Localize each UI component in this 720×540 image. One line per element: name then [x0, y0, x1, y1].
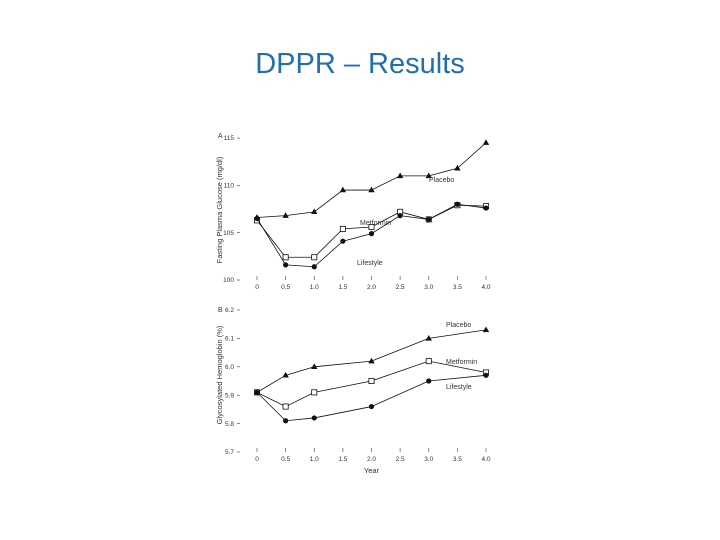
x-tick-label: 4.0	[481, 284, 490, 291]
y-tick-label: 6.0	[225, 364, 234, 371]
series-label-lifestyle: Lifestyle	[446, 384, 472, 391]
x-tick-label: 1.0	[310, 284, 319, 291]
data-point-placebo	[368, 186, 375, 193]
y-tick-label: 115	[224, 135, 235, 142]
x-tick-label: 1.5	[338, 456, 347, 463]
data-point-placebo	[482, 326, 490, 333]
x-tick-label: 2.0	[367, 456, 376, 463]
panel-label: A	[218, 133, 223, 140]
data-point-lifestyle	[426, 216, 432, 223]
data-point-metformin	[368, 223, 375, 230]
data-point-lifestyle	[254, 389, 260, 395]
y-tick-label: 5.9	[225, 392, 234, 399]
data-point-metformin	[368, 377, 375, 384]
y-tick-label: 110	[224, 183, 235, 190]
x-tick-label: 2.0	[367, 284, 376, 291]
series-label-metformin: Metformin	[360, 220, 391, 227]
data-point-lifestyle	[368, 403, 375, 410]
data-point-metformin	[282, 403, 289, 410]
series-line-placebo	[256, 329, 487, 393]
panel-label: B	[218, 307, 223, 314]
x-tick-label: 1.0	[310, 456, 319, 463]
series-label-metformin: Metformin	[446, 359, 477, 366]
data-point-placebo	[396, 172, 404, 179]
data-point-placebo	[339, 186, 347, 193]
data-point-metformin	[282, 254, 289, 261]
series-label-placebo: Placebo	[446, 322, 471, 329]
data-point-lifestyle	[483, 372, 489, 378]
data-point-placebo	[282, 212, 289, 218]
data-point-placebo	[425, 172, 432, 179]
series-line-metformin	[256, 360, 487, 408]
y-axis-label: Fasting Plasma Glucose (mg/dl)	[215, 156, 224, 263]
data-point-placebo	[311, 208, 318, 215]
x-tick-label: 4.0	[481, 456, 490, 463]
data-point-lifestyle	[454, 201, 460, 207]
panel-a-chart: A Fasting Plasma Glucose (mg/dl) 100 105 110…	[215, 133, 491, 291]
x-tick-label: 2.5	[396, 456, 405, 463]
x-tick-label: 1.5	[338, 284, 347, 291]
y-axis-label: Glycosylated Hemoglobin (%)	[215, 325, 224, 424]
data-point-lifestyle	[254, 215, 260, 222]
x-tick-label: 0.5	[281, 284, 290, 291]
series-label-placebo: Placebo	[429, 177, 454, 184]
data-point-lifestyle	[311, 264, 317, 270]
data-point-placebo	[454, 164, 461, 171]
data-point-placebo	[482, 139, 490, 145]
data-point-lifestyle	[483, 205, 489, 211]
data-point-lifestyle	[368, 231, 375, 237]
panel-b-chart: B Glycosylated Hemoglobin (%) 5.7 5.8 5.9 6.0…	[215, 307, 491, 475]
slide-title: DPPR – Results	[255, 48, 465, 80]
x-tick-label: 0	[255, 456, 259, 463]
x-tick-label: 3.0	[424, 284, 433, 291]
x-tick-label: 0	[255, 284, 259, 291]
data-point-lifestyle	[426, 378, 432, 384]
x-tick-label: 3.5	[453, 456, 462, 463]
x-tick-label: 3.5	[453, 284, 462, 291]
x-tick-label: 2.5	[396, 284, 405, 291]
data-point-placebo	[425, 335, 432, 341]
data-point-lifestyle	[283, 262, 289, 268]
series-label-lifestyle: Lifestyle	[357, 260, 383, 267]
data-point-metformin	[311, 254, 318, 261]
y-tick-label: 6.2	[225, 307, 234, 314]
data-point-placebo	[311, 363, 318, 369]
x-tick-label: 0.5	[281, 456, 290, 463]
y-tick-label: 5.7	[225, 449, 234, 456]
data-point-metformin	[311, 389, 318, 396]
y-tick-label: 5.8	[225, 421, 234, 428]
y-tick-label: 105	[223, 230, 234, 237]
y-tick-label: 100	[223, 277, 234, 284]
data-point-placebo	[282, 371, 289, 378]
data-point-placebo	[368, 357, 375, 364]
data-point-lifestyle	[311, 415, 317, 421]
data-point-lifestyle	[340, 238, 346, 244]
y-tick-label: 6.1	[225, 336, 234, 343]
data-point-metformin	[339, 225, 346, 232]
data-point-metformin	[425, 358, 432, 365]
x-tick-label: 3.0	[424, 456, 433, 463]
x-axis-label: Year	[364, 466, 380, 475]
data-point-lifestyle	[397, 213, 403, 219]
data-point-lifestyle	[283, 418, 289, 424]
series-line-lifestyle	[256, 374, 487, 422]
